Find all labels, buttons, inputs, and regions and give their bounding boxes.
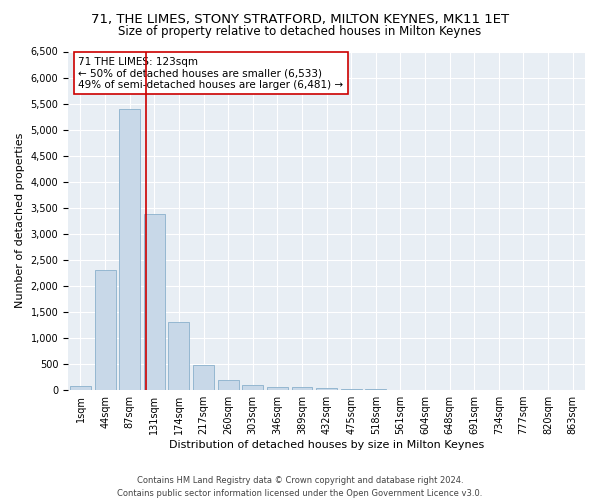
Bar xyxy=(218,380,239,390)
Text: Contains HM Land Registry data © Crown copyright and database right 2024.
Contai: Contains HM Land Registry data © Crown c… xyxy=(118,476,482,498)
Bar xyxy=(70,386,91,390)
Y-axis label: Number of detached properties: Number of detached properties xyxy=(15,133,25,308)
Bar xyxy=(242,385,263,390)
Bar xyxy=(144,214,165,390)
Text: Size of property relative to detached houses in Milton Keynes: Size of property relative to detached ho… xyxy=(118,25,482,38)
Text: 71 THE LIMES: 123sqm
← 50% of detached houses are smaller (6,533)
49% of semi-de: 71 THE LIMES: 123sqm ← 50% of detached h… xyxy=(79,56,344,90)
Bar xyxy=(292,388,313,390)
Bar xyxy=(365,389,386,390)
Bar xyxy=(169,322,190,390)
Bar xyxy=(193,365,214,390)
Bar xyxy=(95,270,116,390)
X-axis label: Distribution of detached houses by size in Milton Keynes: Distribution of detached houses by size … xyxy=(169,440,484,450)
Bar xyxy=(341,388,362,390)
Bar xyxy=(119,109,140,390)
Bar xyxy=(267,386,288,390)
Bar xyxy=(316,388,337,390)
Text: 71, THE LIMES, STONY STRATFORD, MILTON KEYNES, MK11 1ET: 71, THE LIMES, STONY STRATFORD, MILTON K… xyxy=(91,12,509,26)
